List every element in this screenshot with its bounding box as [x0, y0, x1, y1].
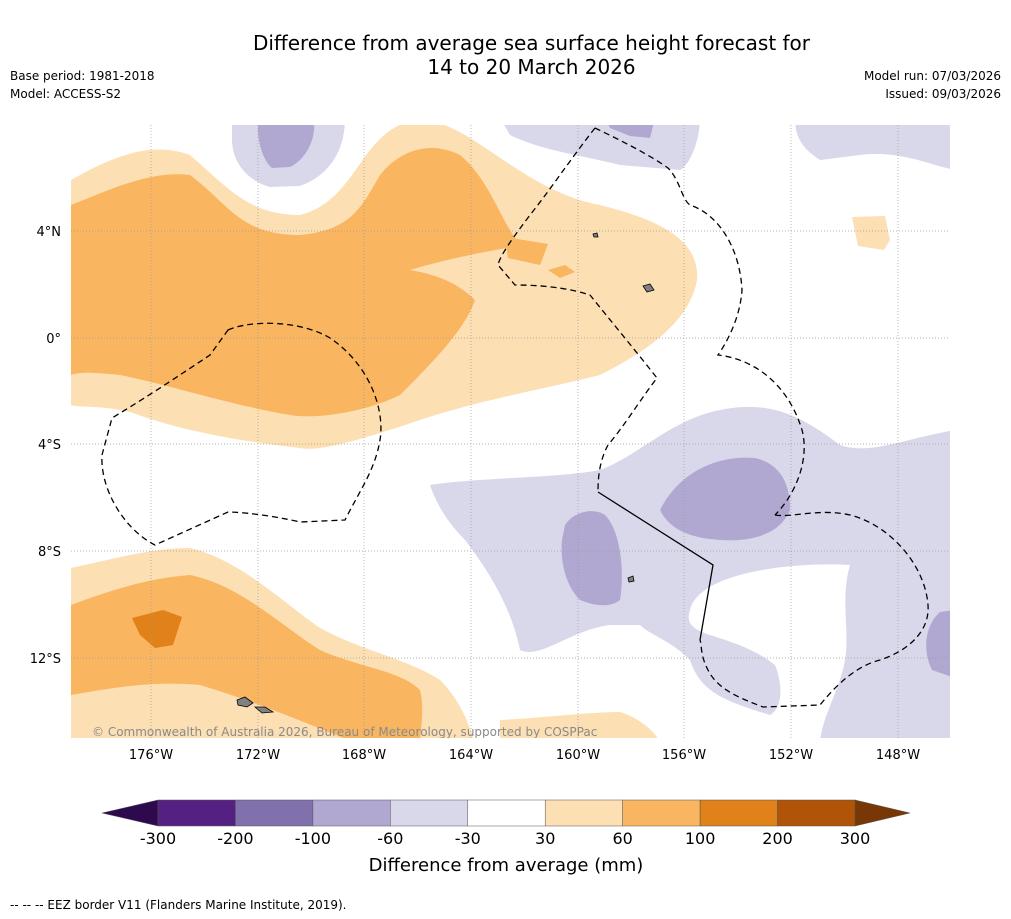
eez-solid-border [597, 491, 714, 641]
colorbar-tick-label: -200 [217, 829, 253, 848]
eez-legend-footnote: -- -- -- EEZ border V11 (Flanders Marine… [10, 898, 347, 912]
eez-borders [101, 127, 929, 708]
anomaly-patch-far-east [852, 216, 890, 250]
colorbar-segment [390, 799, 469, 827]
metadata-right: Model run: 07/03/2026 Issued: 09/03/2026 [864, 67, 1001, 103]
anomaly-neg-core-east [660, 457, 790, 541]
colorbar-segment [699, 799, 778, 827]
lon-label-176w: 176°W [129, 748, 173, 763]
colorbar-tick-label: -60 [377, 829, 403, 848]
anomaly-neg-north-center [504, 125, 700, 170]
colorbar-extend-low [101, 799, 159, 827]
lon-label-156w: 156°W [662, 748, 706, 763]
anomaly-patch-strong [132, 610, 182, 648]
metadata-left: Base period: 1981-2018 Model: ACCESS-S2 [10, 67, 155, 103]
anomaly-region-north-medium [71, 147, 520, 417]
island-samoa-savaii [236, 696, 254, 708]
latitude-labels: 4°N 0° 4°S 8°S 12°S [30, 225, 61, 667]
colorbar-title: Difference from average (mm) [369, 855, 644, 876]
base-period: Base period: 1981-2018 [10, 69, 155, 83]
island-samoa-upolu [253, 706, 275, 714]
eez-border-tuvalu-tokelau [101, 322, 382, 546]
map-plot-area: © Commonwealth of Australia 2026, Bureau… [71, 125, 950, 739]
lon-label-164w: 164°W [449, 748, 493, 763]
eez-border-kiribati-phoenix [594, 127, 805, 516]
anomaly-neg-core-west [561, 511, 622, 606]
model-run: Model run: 07/03/2026 [863, 69, 1001, 83]
anomaly-patch-south-center [500, 712, 658, 738]
colorbar: -300 -200 -100 -60 -30 30 60 100 200 300 Differen… [101, 799, 911, 876]
colorbar-tick-label: 300 [840, 829, 871, 848]
anomaly-neg-north-right [795, 125, 950, 169]
issued-date: Issued: 09/03/2026 [885, 87, 1001, 101]
lon-label-168w: 168°W [342, 748, 386, 763]
island-atoll-a [642, 283, 655, 293]
anomaly-neg-north-center-core [608, 125, 654, 138]
eez-border-cook-islands [699, 511, 929, 708]
colorbar-tick-label: 30 [535, 829, 555, 848]
colorbar-segment [622, 799, 701, 827]
colorbar-tick-label: -30 [455, 829, 481, 848]
colorbar-segment [312, 799, 391, 827]
colorbar-segment [777, 799, 856, 827]
colorbar-segment [157, 799, 236, 827]
colorbar-tick-label: 100 [685, 829, 716, 848]
island-atoll-c [627, 575, 635, 583]
colorbar-tick-label: -300 [140, 829, 176, 848]
lat-label-12s: 12°S [30, 652, 61, 667]
anomaly-neg-core-far-east [926, 610, 950, 677]
longitude-labels: 176°W 172°W 168°W 164°W 160°W 156°W 152°… [129, 748, 920, 763]
anomaly-patch-small [548, 265, 575, 278]
eez-border-kiribati-west [497, 127, 658, 493]
title-line-1: Difference from average sea surface heig… [252, 31, 811, 55]
colorbar-tick-labels: -300 -200 -100 -60 -30 30 60 100 200 300 [140, 829, 870, 848]
colorbar-segments [157, 799, 856, 827]
lat-label-0: 0° [46, 332, 61, 347]
chart-title: Difference from average sea surface heig… [0, 31, 1011, 79]
colorbar-segment [544, 799, 623, 827]
lon-label-148w: 148°W [876, 748, 920, 763]
lon-label-152w: 152°W [769, 748, 813, 763]
colorbar-extend-high [854, 799, 911, 827]
anomaly-neg-south-main [430, 407, 950, 738]
lat-label-8s: 8°S [38, 545, 61, 560]
lat-label-4n: 4°N [37, 225, 62, 240]
islands [236, 232, 655, 714]
copyright-notice: © Commonwealth of Australia 2026, Bureau… [92, 725, 597, 739]
colorbar-segment [235, 799, 314, 827]
model-name: Model: ACCESS-S2 [10, 87, 122, 101]
lat-label-4s: 4°S [38, 438, 61, 453]
colorbar-tick-label: -100 [295, 829, 331, 848]
colorbar-tick-label: 200 [762, 829, 793, 848]
anomaly-neg-north-left-core [258, 125, 315, 168]
title-line-2: 14 to 20 March 2026 [427, 55, 636, 79]
colorbar-tick-label: 60 [612, 829, 632, 848]
island-atoll-b [592, 232, 599, 238]
colorbar-segment [467, 799, 546, 827]
lon-label-172w: 172°W [236, 748, 280, 763]
lon-label-160w: 160°W [556, 748, 600, 763]
anomaly-patch-east [505, 237, 548, 265]
